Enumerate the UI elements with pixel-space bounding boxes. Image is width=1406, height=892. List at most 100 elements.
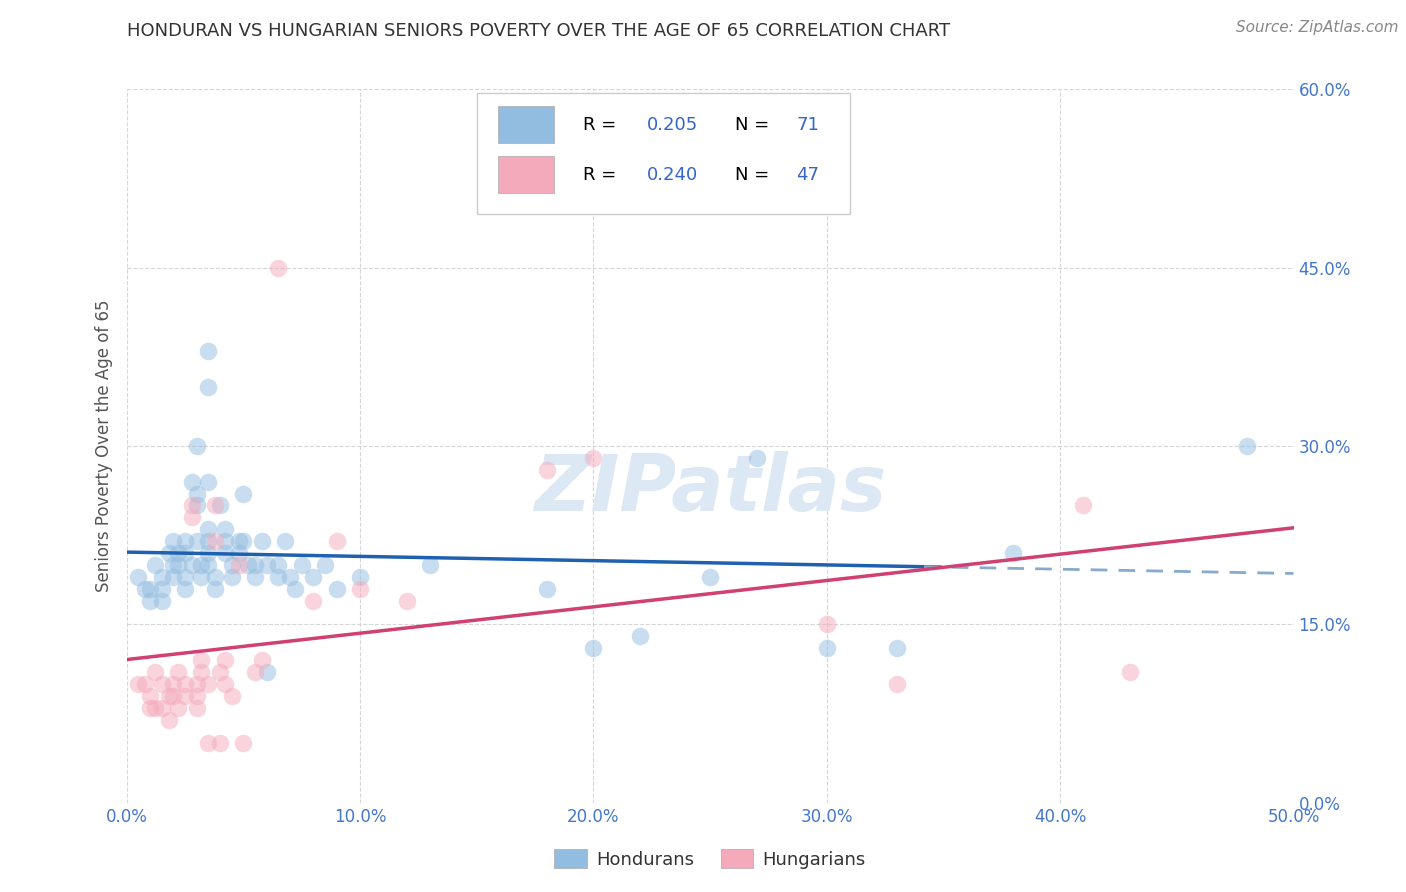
Point	[186, 499, 208, 513]
Point	[143, 558, 166, 572]
Point	[197, 736, 219, 750]
Point	[232, 736, 254, 750]
Point	[186, 439, 208, 453]
Point	[174, 534, 197, 549]
Text: HONDURAN VS HUNGARIAN SENIORS POVERTY OVER THE AGE OF 65 CORRELATION CHART: HONDURAN VS HUNGARIAN SENIORS POVERTY OV…	[127, 22, 949, 40]
Point	[174, 570, 197, 584]
Text: ZIPatlas: ZIPatlas	[534, 450, 886, 527]
Text: 47: 47	[796, 166, 820, 184]
Y-axis label: Seniors Poverty Over the Age of 65: Seniors Poverty Over the Age of 65	[96, 300, 114, 592]
Bar	[498, 155, 554, 193]
Point	[197, 343, 219, 358]
Point	[139, 700, 162, 714]
Point	[186, 700, 208, 714]
Point	[162, 570, 184, 584]
Point	[1236, 439, 1258, 453]
Point	[284, 582, 307, 596]
Point	[186, 689, 208, 703]
Point	[214, 677, 236, 691]
Point	[232, 486, 254, 500]
Point	[267, 260, 290, 275]
Point	[232, 534, 254, 549]
Point	[419, 558, 441, 572]
Point	[139, 582, 162, 596]
Point	[190, 570, 212, 584]
Point	[1002, 546, 1025, 560]
Point	[204, 534, 226, 549]
Point	[302, 593, 325, 607]
Point	[208, 736, 231, 750]
Point	[228, 558, 250, 572]
Point	[167, 665, 190, 679]
Point	[127, 677, 149, 691]
Point	[699, 570, 721, 584]
Point	[274, 534, 297, 549]
Point	[143, 665, 166, 679]
Point	[150, 700, 173, 714]
Point	[186, 486, 208, 500]
Point	[174, 689, 197, 703]
Point	[180, 558, 202, 572]
Point	[134, 582, 156, 596]
Point	[208, 499, 231, 513]
Point	[134, 677, 156, 691]
Point	[228, 534, 250, 549]
Bar	[498, 105, 554, 143]
Text: N =: N =	[734, 166, 775, 184]
Text: 0.205: 0.205	[647, 116, 699, 134]
Point	[325, 582, 347, 596]
Point	[204, 582, 226, 596]
Point	[214, 546, 236, 560]
Point	[174, 677, 197, 691]
Point	[250, 534, 273, 549]
Text: R =: R =	[583, 116, 621, 134]
Point	[582, 641, 605, 656]
Point	[197, 546, 219, 560]
Point	[186, 534, 208, 549]
Point	[180, 510, 202, 524]
Text: 71: 71	[796, 116, 820, 134]
Point	[536, 463, 558, 477]
Point	[582, 450, 605, 465]
Point	[243, 665, 266, 679]
Point	[395, 593, 418, 607]
Point	[127, 570, 149, 584]
Point	[886, 641, 908, 656]
Point	[221, 570, 243, 584]
Point	[139, 689, 162, 703]
Point	[204, 499, 226, 513]
Point	[143, 700, 166, 714]
Point	[204, 570, 226, 584]
Point	[174, 546, 197, 560]
Point	[157, 713, 180, 727]
Point	[197, 534, 219, 549]
Point	[214, 534, 236, 549]
Point	[267, 558, 290, 572]
Text: N =: N =	[734, 116, 775, 134]
Point	[180, 499, 202, 513]
Point	[167, 546, 190, 560]
Text: 0.240: 0.240	[647, 166, 699, 184]
Point	[256, 558, 278, 572]
Point	[174, 582, 197, 596]
Point	[628, 629, 651, 643]
Legend: Hondurans, Hungarians: Hondurans, Hungarians	[547, 842, 873, 876]
Point	[250, 653, 273, 667]
Point	[302, 570, 325, 584]
Point	[815, 617, 838, 632]
Text: Source: ZipAtlas.com: Source: ZipAtlas.com	[1236, 20, 1399, 35]
Text: R =: R =	[583, 166, 621, 184]
Point	[278, 570, 301, 584]
Point	[325, 534, 347, 549]
Point	[290, 558, 312, 572]
Point	[243, 558, 266, 572]
Point	[314, 558, 336, 572]
Point	[1073, 499, 1095, 513]
Point	[256, 665, 278, 679]
Point	[221, 689, 243, 703]
Point	[228, 546, 250, 560]
Point	[243, 570, 266, 584]
Point	[1119, 665, 1142, 679]
Point	[157, 689, 180, 703]
Point	[815, 641, 838, 656]
